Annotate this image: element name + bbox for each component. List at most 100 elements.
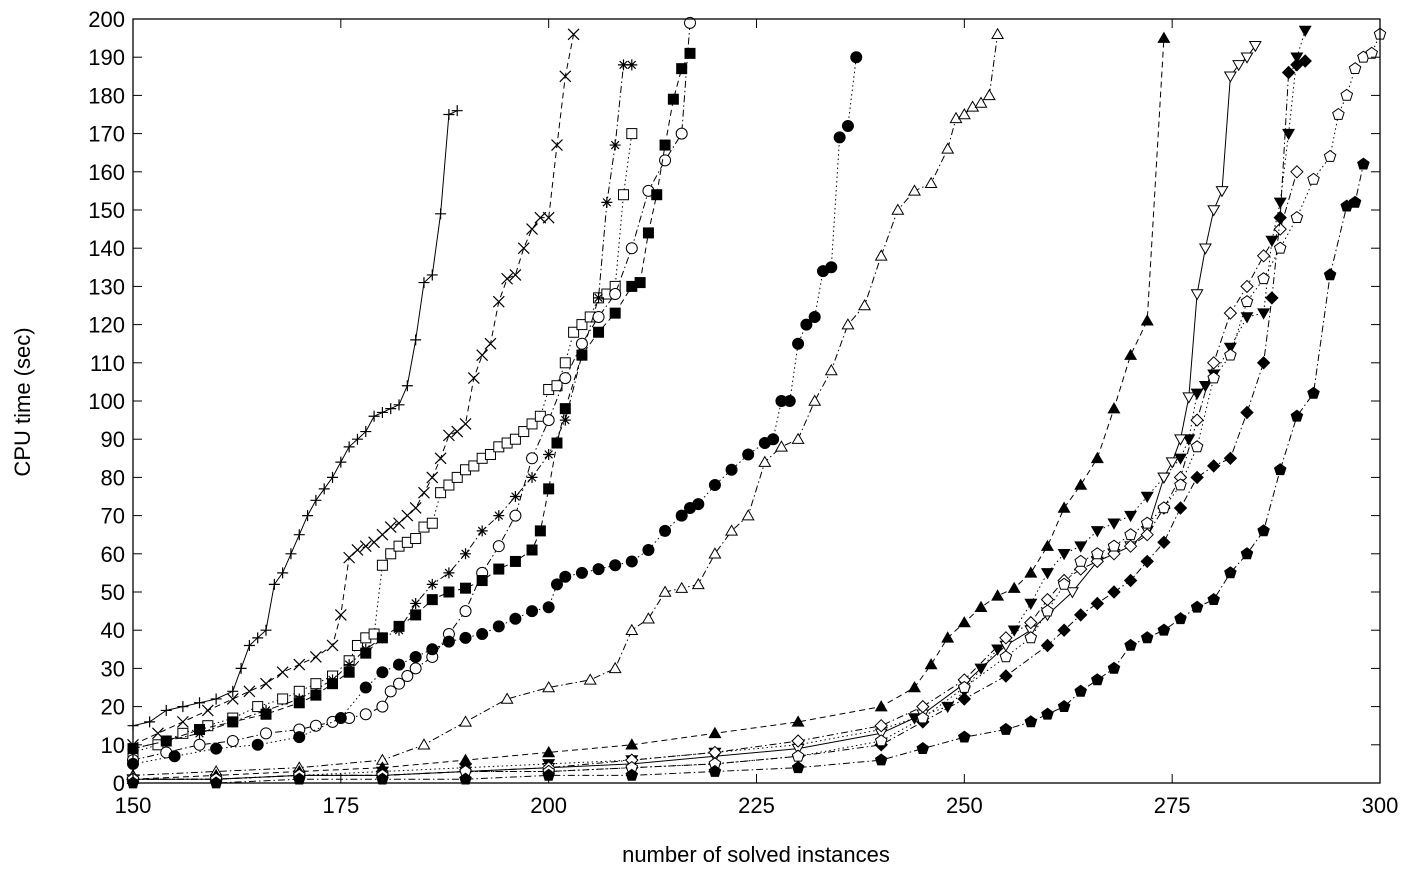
data-point: [376, 666, 389, 679]
x-tick-label: 300: [1362, 793, 1399, 818]
data-point: [293, 731, 306, 744]
data-point: [999, 631, 1013, 645]
data-point: [384, 685, 397, 698]
data-point: [393, 658, 406, 671]
data-point: [426, 578, 438, 590]
data-point: [1007, 581, 1021, 593]
data-point: [1090, 596, 1105, 611]
data-point: [1090, 526, 1104, 538]
y-tick-label: 50: [101, 580, 125, 605]
data-point: [484, 448, 496, 460]
data-point: [509, 491, 521, 502]
data-point: [1157, 535, 1171, 550]
data-point: [667, 93, 679, 105]
data-point: [310, 678, 322, 690]
data-point: [251, 738, 264, 751]
series-line: [132, 53, 691, 750]
data-point: [526, 544, 538, 556]
data-point: [1223, 306, 1238, 320]
data-point: [526, 418, 538, 430]
data-point: [1240, 52, 1254, 64]
data-point: [824, 363, 838, 376]
data-point: [193, 738, 206, 751]
data-point: [874, 249, 888, 261]
data-point: [359, 540, 372, 553]
data-point: [260, 727, 273, 740]
data-point: [160, 735, 172, 747]
data-point: [201, 704, 214, 717]
data-point: [384, 521, 397, 533]
data-point: [592, 563, 605, 576]
data-point: [326, 639, 339, 652]
series-layer: [126, 16, 1387, 789]
plot-frame: [132, 18, 1381, 784]
x-tick-label: 150: [115, 793, 152, 818]
data-point: [1190, 289, 1204, 301]
data-point: [907, 680, 921, 693]
data-point: [958, 730, 971, 743]
data-point: [1223, 342, 1237, 354]
data-point: [924, 176, 938, 188]
data-point: [999, 650, 1013, 663]
y-tick-label: 130: [88, 274, 125, 299]
data-point: [1140, 314, 1154, 326]
data-point: [401, 380, 413, 392]
data-point: [442, 429, 455, 442]
data-point: [409, 650, 422, 663]
data-point: [243, 639, 255, 651]
y-tick-label: 190: [88, 45, 125, 70]
data-point: [542, 680, 556, 693]
x-tick-label: 250: [946, 793, 983, 818]
data-point: [1290, 210, 1304, 223]
data-point: [493, 563, 505, 575]
data-point: [1091, 673, 1104, 686]
data-point: [426, 471, 439, 484]
data-point: [1240, 405, 1254, 420]
data-point: [625, 242, 638, 255]
data-point: [1040, 592, 1055, 607]
data-point: [559, 403, 571, 415]
data-point: [426, 643, 439, 656]
data-point: [260, 677, 272, 690]
data-point: [551, 139, 563, 151]
data-point: [625, 768, 639, 781]
data-point: [360, 426, 372, 438]
data-point: [467, 372, 480, 385]
data-point: [1273, 463, 1287, 476]
data-point: [1224, 566, 1237, 579]
data-point: [1065, 587, 1079, 599]
data-point: [327, 471, 339, 483]
data-point: [460, 548, 472, 560]
data-point: [542, 601, 555, 614]
y-tick-label: 20: [101, 695, 125, 720]
data-point: [575, 337, 588, 350]
data-point: [1190, 440, 1204, 453]
data-point: [359, 708, 372, 721]
data-point: [376, 772, 389, 785]
data-point: [443, 479, 455, 491]
data-point: [1157, 31, 1171, 43]
data-point: [484, 337, 497, 350]
data-point: [268, 578, 280, 590]
data-point: [309, 719, 322, 732]
data-point: [551, 437, 563, 449]
data-point: [916, 711, 930, 724]
data-point: [941, 631, 955, 643]
data-point: [974, 600, 988, 612]
data-point: [991, 589, 1005, 601]
data-point: [1232, 60, 1246, 72]
data-point: [1290, 409, 1304, 422]
data-point: [1173, 501, 1188, 515]
data-point: [476, 525, 488, 537]
data-point: [1224, 348, 1237, 361]
data-point: [659, 154, 672, 167]
data-point: [509, 612, 522, 625]
data-point: [518, 426, 530, 438]
data-point: [542, 211, 555, 224]
data-point: [194, 697, 206, 709]
data-point: [1074, 541, 1088, 553]
data-point: [1074, 684, 1087, 697]
data-point: [459, 631, 472, 644]
data-point: [725, 524, 739, 536]
